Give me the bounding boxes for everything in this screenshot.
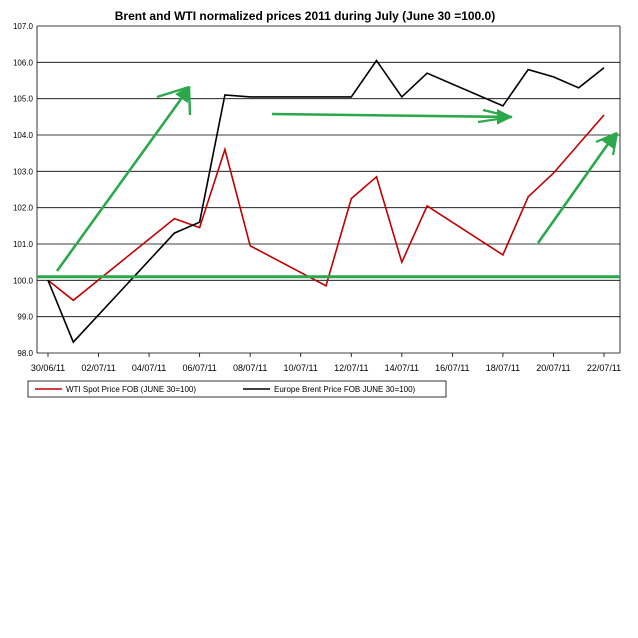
y-tick-label: 106.0 [13, 58, 34, 67]
x-tick-label: 20/07/11 [536, 363, 570, 373]
y-tick-label: 104.0 [13, 131, 34, 140]
x-tick-label: 04/07/11 [132, 363, 166, 373]
arrow-rising-left-head-2 [187, 86, 192, 116]
brent-series-line [47, 59, 605, 344]
x-axis-ticks: 30/06/11 02/07/11 04/07/11 06/07/11 08/07/11… [31, 353, 621, 373]
y-axis-ticks: 98.0 99.0 100.0 101.0 102.0 103.0 104.0 105.0 10… [13, 22, 34, 358]
annotations [37, 85, 620, 279]
legend-label-brent: Europe Brent Price FOB JUNE 30=100) [274, 385, 416, 394]
x-tick-label: 06/07/11 [182, 363, 216, 373]
y-tick-label: 101.0 [13, 240, 34, 249]
x-tick-label: 18/07/11 [486, 363, 520, 373]
series [47, 59, 605, 344]
y-tick-label: 99.0 [17, 313, 33, 322]
arrow-flat-middle [271, 109, 513, 125]
x-tick-label: 02/07/11 [81, 363, 115, 373]
y-tick-label: 102.0 [13, 204, 34, 213]
y-tick-label: 100.0 [13, 276, 34, 285]
y-tick-label: 98.0 [17, 349, 33, 358]
chart-title: Brent and WTI normalized prices 2011 dur… [115, 9, 495, 23]
arrow-rising-right [536, 131, 617, 244]
arrow-rising-left-head [156, 85, 190, 99]
x-tick-label: 16/07/11 [435, 363, 469, 373]
legend-box [27, 380, 447, 398]
arrow-rising-left [55, 85, 191, 272]
x-tick-label: 14/07/11 [385, 363, 419, 373]
legend: WTI Spot Price FOB (JUNE 30=100) Europe … [27, 380, 447, 398]
y-tick-label: 107.0 [13, 22, 34, 31]
wti-series-line [47, 114, 605, 302]
x-tick-label: 22/07/11 [587, 363, 621, 373]
x-tick-label: 08/07/11 [233, 363, 267, 373]
grid [36, 25, 621, 354]
arrow-rising-right-head-2 [611, 132, 619, 156]
arrow-flat-middle-head-2 [477, 115, 513, 124]
arrow-flat-middle-head [482, 108, 513, 119]
x-tick-label: 30/06/11 [31, 363, 65, 373]
legend-label-wti: WTI Spot Price FOB (JUNE 30=100) [66, 385, 196, 394]
y-tick-label: 105.0 [13, 95, 34, 104]
arrow-rising-right-head [595, 131, 618, 144]
x-tick-label: 12/07/11 [334, 363, 368, 373]
y-tick-label: 103.0 [13, 167, 34, 176]
x-tick-label: 10/07/11 [284, 363, 318, 373]
